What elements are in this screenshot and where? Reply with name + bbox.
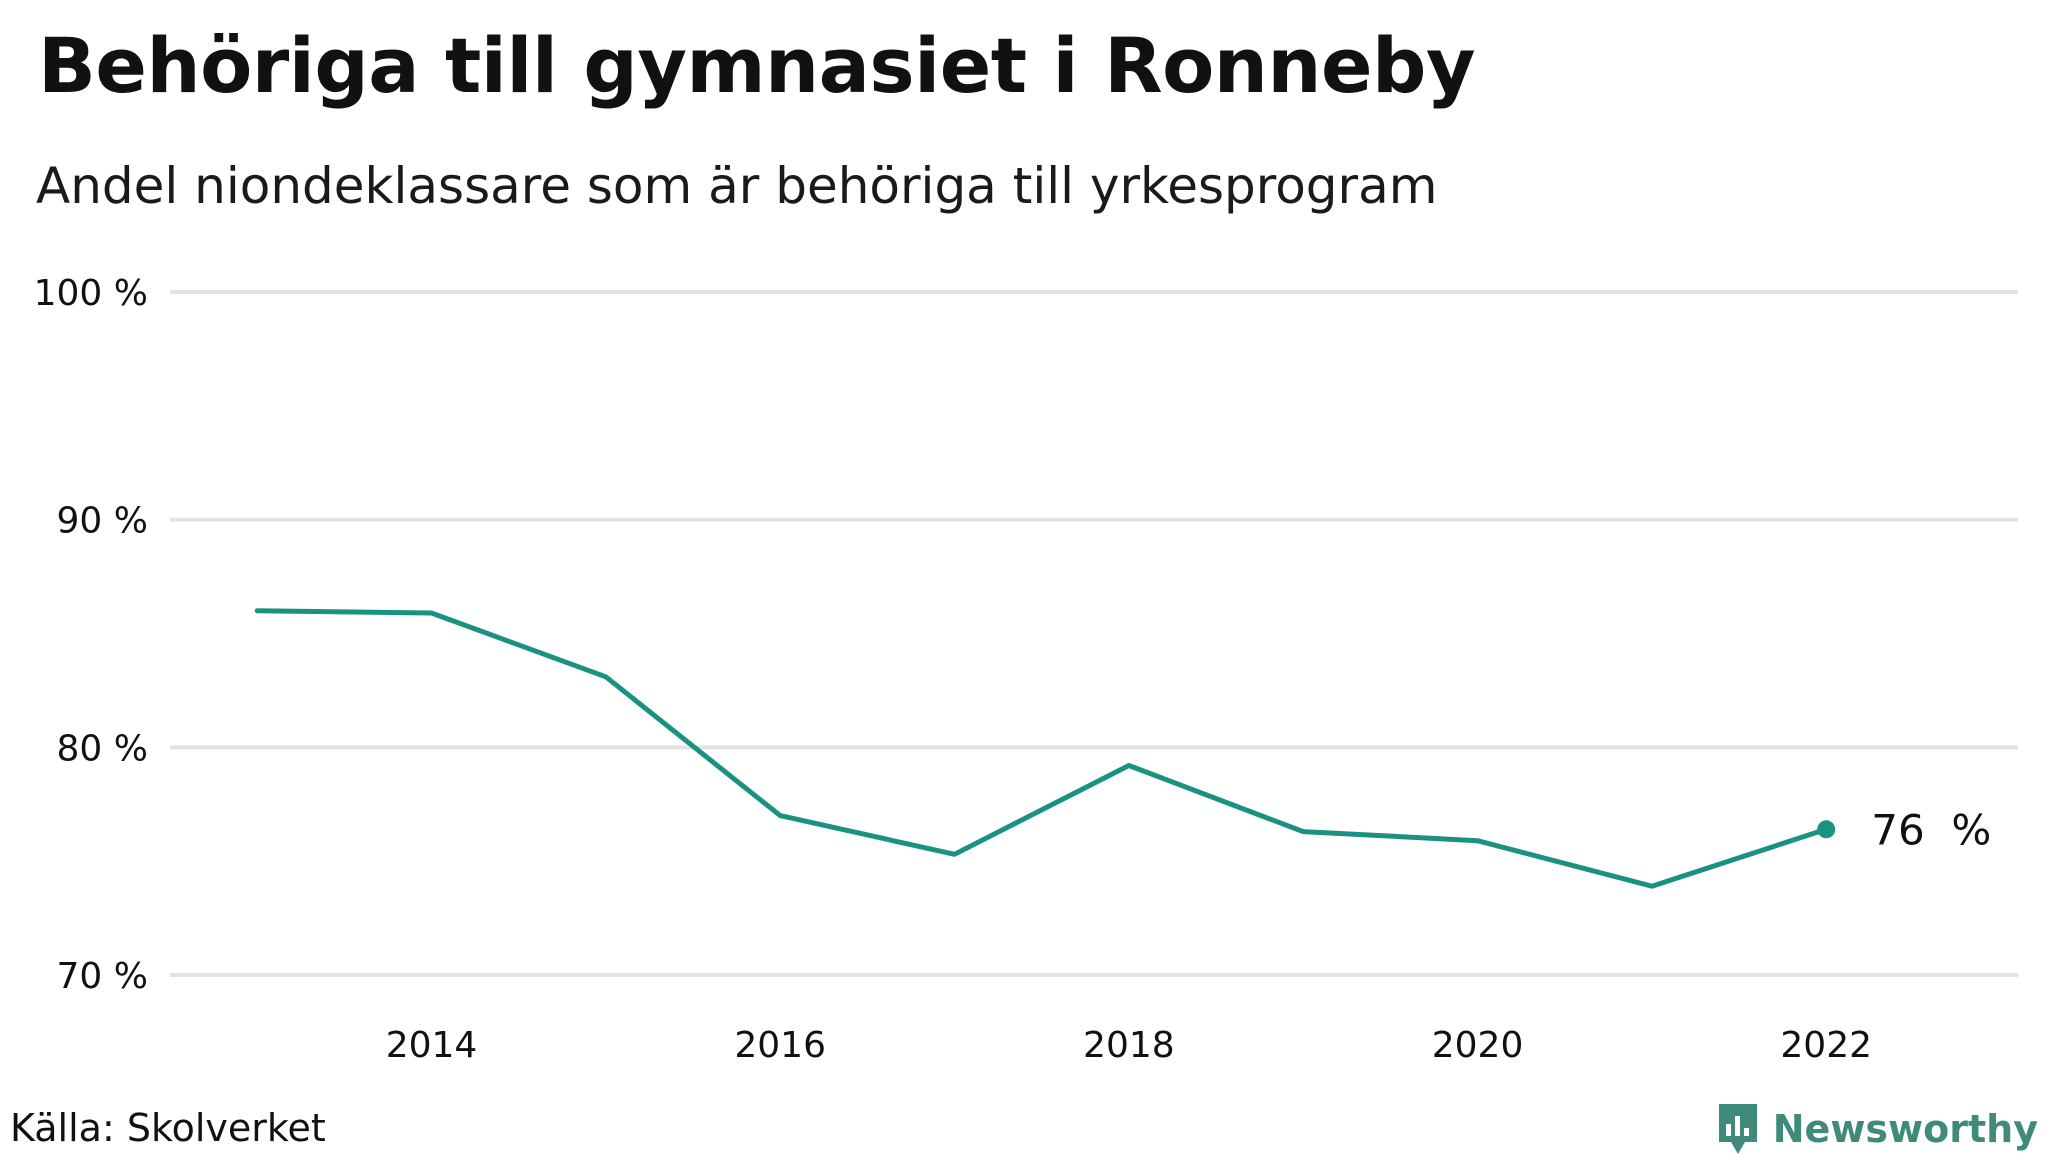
y-axis: 70 % 80 % 90 % 100 % bbox=[34, 273, 148, 997]
series-layer bbox=[254, 608, 1836, 889]
chart-subtitle: Andel niondeklassare som är behöriga til… bbox=[36, 157, 1438, 215]
brand-logo: Newsworthy bbox=[1715, 1098, 2038, 1160]
last-point-marker bbox=[1817, 820, 1836, 839]
brand-name: Newsworthy bbox=[1772, 1107, 2038, 1151]
annotation-layer: 76 % bbox=[1871, 805, 1991, 854]
chart-title: Behöriga till gymnasiet i Ronneby bbox=[38, 21, 1476, 110]
x-tick-label: 2014 bbox=[386, 1025, 478, 1066]
y-tick-label: 70 % bbox=[57, 956, 148, 997]
x-tick-label: 2020 bbox=[1432, 1025, 1524, 1066]
grid-layer bbox=[170, 290, 2018, 977]
last-value-label: 76 % bbox=[1871, 805, 1991, 854]
y-tick-label: 100 % bbox=[34, 273, 148, 314]
series-line bbox=[254, 608, 1829, 889]
x-tick-label: 2018 bbox=[1083, 1025, 1175, 1066]
x-tick-label: 2022 bbox=[1780, 1025, 1872, 1066]
source-note: Källa: Skolverket bbox=[10, 1106, 326, 1150]
newsworthy-logo-icon bbox=[1718, 1104, 1757, 1154]
y-tick-label: 90 % bbox=[57, 501, 148, 542]
x-axis: 2014 2016 2018 2020 2022 bbox=[386, 1025, 1872, 1066]
x-tick-label: 2016 bbox=[734, 1025, 826, 1066]
y-tick-label: 80 % bbox=[57, 728, 148, 769]
